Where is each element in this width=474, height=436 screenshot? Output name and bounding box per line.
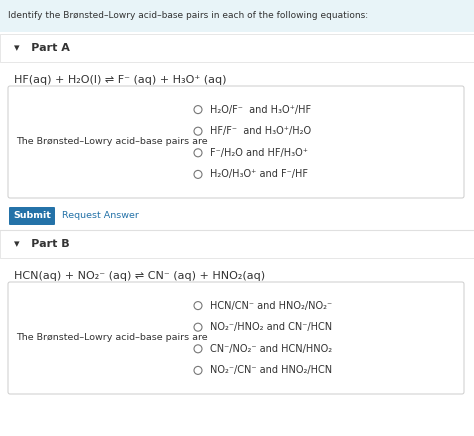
Text: NO₂⁻/HNO₂ and CN⁻/HCN: NO₂⁻/HNO₂ and CN⁻/HCN xyxy=(210,322,332,332)
Text: HF/F⁻  and H₃O⁺/H₂O: HF/F⁻ and H₃O⁺/H₂O xyxy=(210,126,311,136)
FancyBboxPatch shape xyxy=(8,282,464,394)
FancyBboxPatch shape xyxy=(0,0,474,32)
Text: Identify the Brønsted–Lowry acid–base pairs in each of the following equations:: Identify the Brønsted–Lowry acid–base pa… xyxy=(8,11,368,20)
Text: F⁻/H₂O and HF/H₃O⁺: F⁻/H₂O and HF/H₃O⁺ xyxy=(210,148,308,158)
FancyBboxPatch shape xyxy=(8,86,464,198)
Text: Request Answer: Request Answer xyxy=(62,211,139,221)
Text: H₂O/F⁻  and H₃O⁺/HF: H₂O/F⁻ and H₃O⁺/HF xyxy=(210,105,311,115)
FancyBboxPatch shape xyxy=(0,34,474,62)
Text: CN⁻/NO₂⁻ and HCN/HNO₂: CN⁻/NO₂⁻ and HCN/HNO₂ xyxy=(210,344,332,354)
Text: HCN(aq) + NO₂⁻ (aq) ⇌ CN⁻ (aq) + HNO₂(aq): HCN(aq) + NO₂⁻ (aq) ⇌ CN⁻ (aq) + HNO₂(aq… xyxy=(14,271,265,281)
Text: NO₂⁻/CN⁻ and HNO₂/HCN: NO₂⁻/CN⁻ and HNO₂/HCN xyxy=(210,365,332,375)
Text: HF(aq) + H₂O(l) ⇌ F⁻ (aq) + H₃O⁺ (aq): HF(aq) + H₂O(l) ⇌ F⁻ (aq) + H₃O⁺ (aq) xyxy=(14,75,227,85)
Text: ▾   Part B: ▾ Part B xyxy=(14,239,70,249)
Text: ▾   Part A: ▾ Part A xyxy=(14,43,70,53)
Text: The Brønsted–Lowry acid–base pairs are: The Brønsted–Lowry acid–base pairs are xyxy=(16,137,208,146)
FancyBboxPatch shape xyxy=(0,230,474,258)
FancyBboxPatch shape xyxy=(9,207,55,225)
Text: H₂O/H₃O⁺ and F⁻/HF: H₂O/H₃O⁺ and F⁻/HF xyxy=(210,170,308,179)
Text: The Brønsted–Lowry acid–base pairs are: The Brønsted–Lowry acid–base pairs are xyxy=(16,334,208,343)
Text: HCN/CN⁻ and HNO₂/NO₂⁻: HCN/CN⁻ and HNO₂/NO₂⁻ xyxy=(210,300,332,310)
Text: Submit: Submit xyxy=(13,211,51,221)
